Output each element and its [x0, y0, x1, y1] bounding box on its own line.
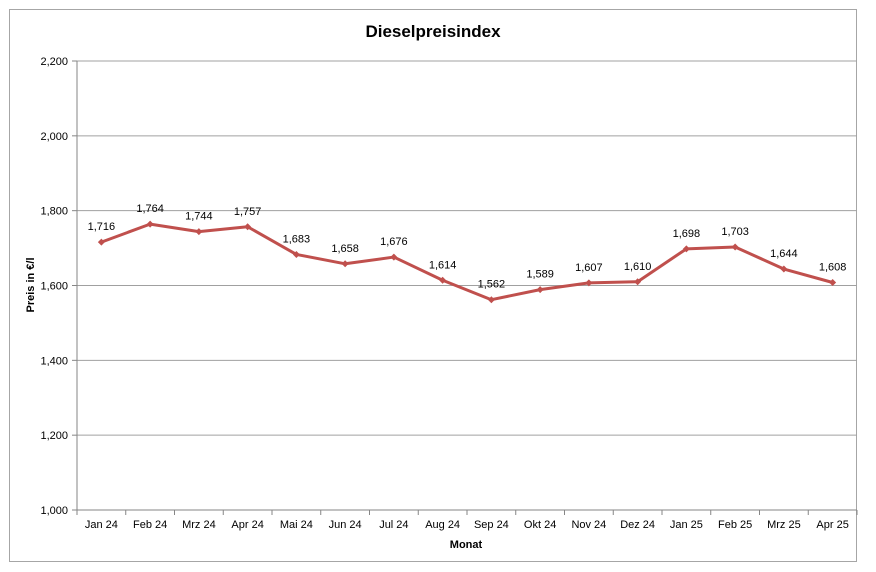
x-tick-label: Feb 25 [718, 519, 752, 531]
x-tick-label: Jan 24 [85, 519, 118, 531]
data-point [682, 245, 690, 253]
data-label: 1,757 [234, 206, 262, 218]
gridlines [77, 60, 857, 436]
x-axis-ticks: Jan 24 Feb 24 Mrz 24 Apr 24 Mai 24 Jun 24 Jul … [76, 510, 858, 531]
data-labels: 1,716 1,764 1,744 1,757 1,683 1,658 1,676 1,614… [88, 203, 847, 291]
y-tick-label: 1,200 [40, 430, 68, 442]
y-tick-label: 2,000 [40, 131, 68, 143]
data-point [195, 228, 203, 236]
data-point [487, 296, 495, 304]
x-tick-label: Sep 24 [474, 519, 509, 531]
data-point [390, 253, 398, 261]
data-label: 1,676 [380, 236, 408, 248]
data-point [536, 286, 544, 294]
x-tick-label: Nov 24 [571, 519, 606, 531]
y-tick-label: 1,000 [40, 505, 68, 517]
y-axis-title: Preis in €/l [25, 257, 37, 312]
data-point [585, 279, 593, 287]
y-tick-label: 1,400 [40, 355, 68, 367]
data-point [244, 223, 252, 231]
data-point [146, 220, 154, 228]
y-axis-ticks: 1,000 1,200 1,400 1,600 1,800 2,000 2,200 [40, 56, 77, 517]
x-tick-label: Jul 24 [379, 519, 408, 531]
x-tick-label: Okt 24 [524, 519, 556, 531]
data-label: 1,744 [185, 211, 213, 223]
data-label: 1,698 [673, 228, 701, 240]
data-point [439, 276, 447, 284]
y-tick-label: 1,600 [40, 281, 68, 293]
x-tick-label: Jan 25 [670, 519, 703, 531]
data-point [341, 260, 349, 268]
data-point [292, 250, 300, 258]
data-label: 1,589 [526, 269, 554, 281]
series-line-group [100, 222, 834, 302]
data-label: 1,764 [136, 203, 164, 215]
data-point [97, 238, 105, 246]
data-label: 1,610 [624, 261, 652, 273]
data-label: 1,716 [88, 221, 116, 233]
data-point [731, 243, 739, 251]
x-tick-label: Feb 24 [133, 519, 167, 531]
data-points [97, 220, 837, 304]
x-tick-label: Aug 24 [425, 519, 460, 531]
data-point [829, 279, 837, 287]
data-label: 1,607 [575, 262, 603, 274]
x-tick-label: Jun 24 [329, 519, 362, 531]
x-tick-label: Dez 24 [620, 519, 655, 531]
x-axis-title: Monat [450, 539, 483, 551]
x-tick-label: Mrz 24 [182, 519, 216, 531]
y-tick-label: 2,200 [40, 56, 68, 68]
data-label: 1,703 [721, 226, 749, 238]
y-tick-label: 1,800 [40, 206, 68, 218]
data-label: 1,608 [819, 262, 847, 274]
x-tick-label: Mrz 25 [767, 519, 801, 531]
data-point [634, 278, 642, 286]
data-label: 1,683 [283, 233, 311, 245]
x-tick-label: Apr 24 [231, 519, 263, 531]
data-label: 1,644 [770, 248, 798, 260]
series-line [100, 222, 834, 302]
chart-title: Dieselpreisindex [365, 22, 501, 41]
data-label: 1,614 [429, 259, 457, 271]
x-tick-label: Apr 25 [816, 519, 848, 531]
x-tick-label: Mai 24 [280, 519, 313, 531]
data-label: 1,658 [331, 243, 359, 255]
data-point [780, 265, 788, 273]
data-label: 1,562 [478, 279, 506, 291]
